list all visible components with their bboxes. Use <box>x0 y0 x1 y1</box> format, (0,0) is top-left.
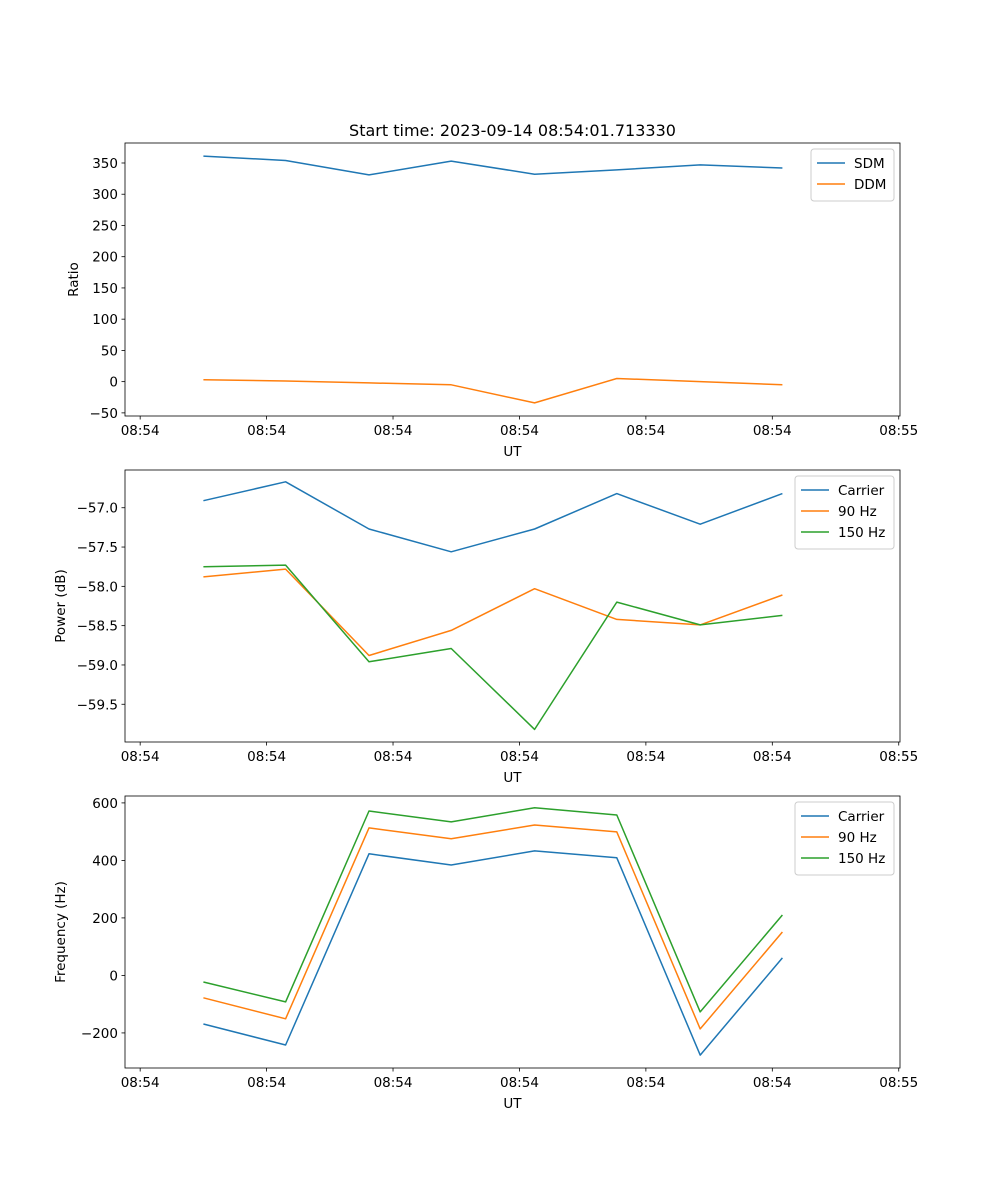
legend-box <box>794 475 895 550</box>
legend-box <box>810 148 895 202</box>
x-tick-label: 08:54 <box>626 749 665 765</box>
x-tick-label: 08:54 <box>626 1075 665 1091</box>
axes-frame <box>124 469 901 743</box>
y-tick-label: −57.5 <box>77 540 118 556</box>
x-tick-label: 08:54 <box>753 423 792 439</box>
y-tick-label: −58.5 <box>77 619 118 635</box>
y-tick-label: 400 <box>92 853 118 869</box>
series-line-150-hz <box>203 807 783 1013</box>
x-tick-label: 08:54 <box>500 749 539 765</box>
y-tick-label: 600 <box>92 796 118 812</box>
legend-box <box>794 801 895 876</box>
y-axis-label: Frequency (Hz) <box>53 881 69 983</box>
x-tick-label: 08:55 <box>879 1075 918 1091</box>
x-axis-label: UT <box>503 770 522 786</box>
series-line-carrier <box>203 481 783 553</box>
legend-label: DDM <box>854 177 886 193</box>
y-tick-label: −59.5 <box>77 697 118 713</box>
x-tick-label: 08:54 <box>374 423 413 439</box>
y-tick-label: 350 <box>92 156 118 172</box>
x-tick-label: 08:54 <box>374 1075 413 1091</box>
y-tick-label: 200 <box>92 911 118 927</box>
x-tick-label: 08:55 <box>879 423 918 439</box>
x-tick-label: 08:54 <box>374 749 413 765</box>
series-line-90-hz <box>203 824 783 1030</box>
legend: Carrier 90 Hz 150 Hz <box>794 801 895 876</box>
series-line-carrier <box>203 850 783 1056</box>
x-tick-label: 08:54 <box>121 749 160 765</box>
x-tick-label: 08:54 <box>500 1075 539 1091</box>
y-tick-label: 250 <box>92 218 118 234</box>
x-tick-label: 08:55 <box>879 749 918 765</box>
y-tick-label: −57.0 <box>77 501 118 517</box>
y-axis-label: Power (dB) <box>53 569 69 642</box>
x-tick-label: 08:54 <box>247 423 286 439</box>
y-tick-label: 50 <box>101 343 118 359</box>
legend-label: 90 Hz <box>838 504 877 520</box>
axes-2 <box>121 469 901 746</box>
x-tick-label: 08:54 <box>247 749 286 765</box>
x-axis-label: UT <box>503 444 522 460</box>
y-tick-label: 300 <box>92 187 118 203</box>
legend: SDM DDM <box>810 148 895 202</box>
y-tick-label: 200 <box>92 250 118 266</box>
legend-label: 90 Hz <box>838 830 877 846</box>
x-tick-label: 08:54 <box>247 1075 286 1091</box>
legend-label: 150 Hz <box>838 525 885 541</box>
x-tick-label: 08:54 <box>753 1075 792 1091</box>
x-tick-label: 08:54 <box>121 1075 160 1091</box>
chart-title: Start time: 2023-09-14 08:54:01.713330 <box>349 121 676 140</box>
legend-label: 150 Hz <box>838 851 885 867</box>
y-axis-label: Ratio <box>66 262 82 297</box>
axes-frame <box>124 795 901 1069</box>
x-tick-label: 08:54 <box>500 423 539 439</box>
y-tick-label: −59.0 <box>77 658 118 674</box>
axes-1 <box>121 142 901 420</box>
y-tick-label: −200 <box>81 1026 118 1042</box>
series-line-sdm <box>203 155 783 176</box>
y-tick-label: 0 <box>109 375 118 391</box>
series-line-150-hz <box>203 564 783 731</box>
legend: Carrier 90 Hz 150 Hz <box>794 475 895 550</box>
axes-3 <box>121 795 901 1072</box>
y-tick-label: 150 <box>92 281 118 297</box>
legend-label: Carrier <box>838 809 885 825</box>
y-tick-label: −50 <box>90 406 119 422</box>
legend-label: SDM <box>854 156 885 172</box>
x-tick-label: 08:54 <box>753 749 792 765</box>
y-tick-label: 100 <box>92 312 118 328</box>
x-tick-label: 08:54 <box>626 423 665 439</box>
legend-label: Carrier <box>838 483 885 499</box>
axes-frame <box>124 142 901 417</box>
series-line-ddm <box>203 377 783 404</box>
series-line-90-hz <box>203 568 783 657</box>
y-tick-label: 0 <box>109 968 118 984</box>
y-tick-label: −58.0 <box>77 579 118 595</box>
x-tick-label: 08:54 <box>121 423 160 439</box>
x-axis-label: UT <box>503 1096 522 1112</box>
